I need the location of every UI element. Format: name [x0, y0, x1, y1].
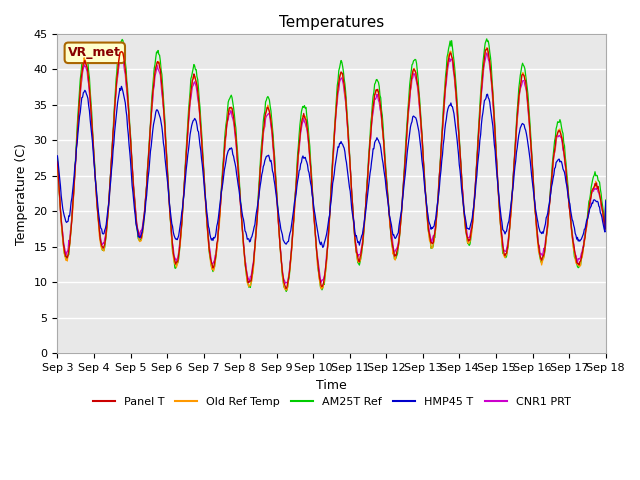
- Legend: Panel T, Old Ref Temp, AM25T Ref, HMP45 T, CNR1 PRT: Panel T, Old Ref Temp, AM25T Ref, HMP45 …: [88, 393, 575, 412]
- Text: VR_met: VR_met: [68, 46, 121, 60]
- Title: Temperatures: Temperatures: [279, 15, 384, 30]
- X-axis label: Time: Time: [316, 379, 347, 392]
- Y-axis label: Temperature (C): Temperature (C): [15, 143, 28, 245]
